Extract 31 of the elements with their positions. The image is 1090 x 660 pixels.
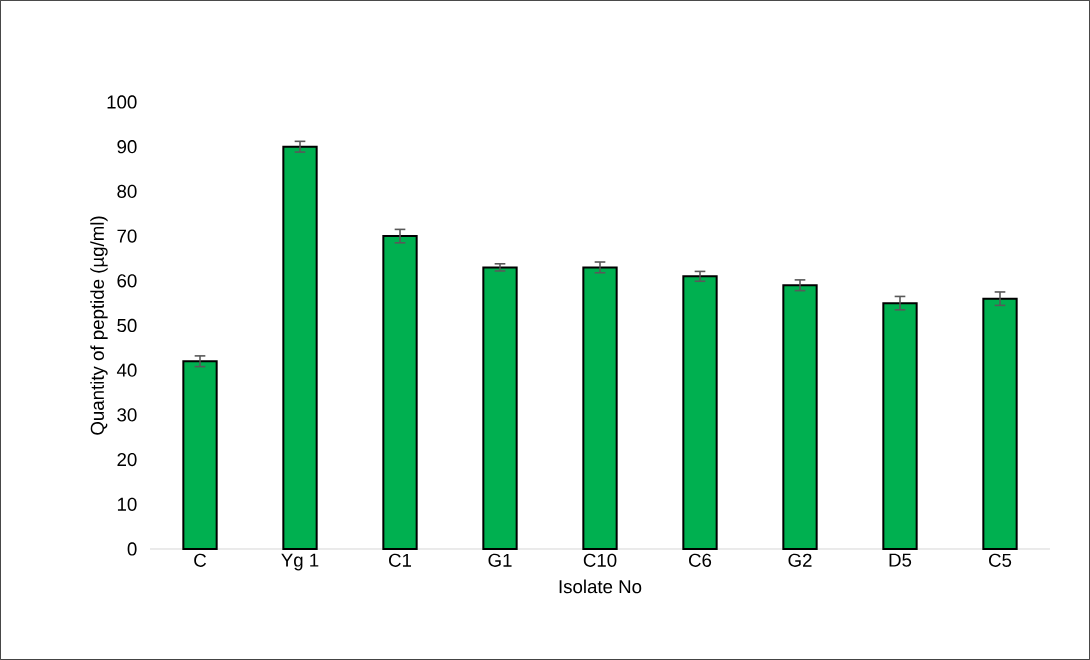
y-tick-label: 10 [117,497,137,511]
x-tick-label: C [194,553,207,567]
x-tick-label: G1 [488,553,512,567]
x-tick-label: G2 [788,553,812,567]
bar [282,145,318,550]
y-tick-label: 0 [127,542,137,556]
x-axis-title: Isolate No [559,579,642,594]
x-tick-label: D5 [889,553,912,567]
y-tick-label: 40 [116,363,137,377]
y-tick-label: 90 [117,140,137,154]
x-tick-label: Yg 1 [281,553,319,571]
y-tick-label: 60 [117,274,137,288]
y-tick-label: 30 [117,408,137,422]
bar [882,302,918,550]
x-tick-label: C5 [989,553,1012,567]
x-tick-label: C6 [689,553,712,567]
x-tick-label: C1 [389,553,412,567]
bar [382,235,418,550]
bar [682,275,718,550]
y-tick-label: 80 [117,184,137,198]
y-tick-label: 100 [107,95,137,109]
bar [782,284,818,550]
bar [582,266,618,550]
y-tick-label: 50 [117,318,137,333]
x-tick-label: C10 [583,553,617,567]
y-axis-title: Quantity of peptide (µg/ml) [90,216,108,435]
y-tick-label: 20 [117,452,137,467]
bar [182,360,218,550]
bar [982,297,1018,550]
bar [482,266,518,550]
y-tick-label: 70 [117,229,137,243]
